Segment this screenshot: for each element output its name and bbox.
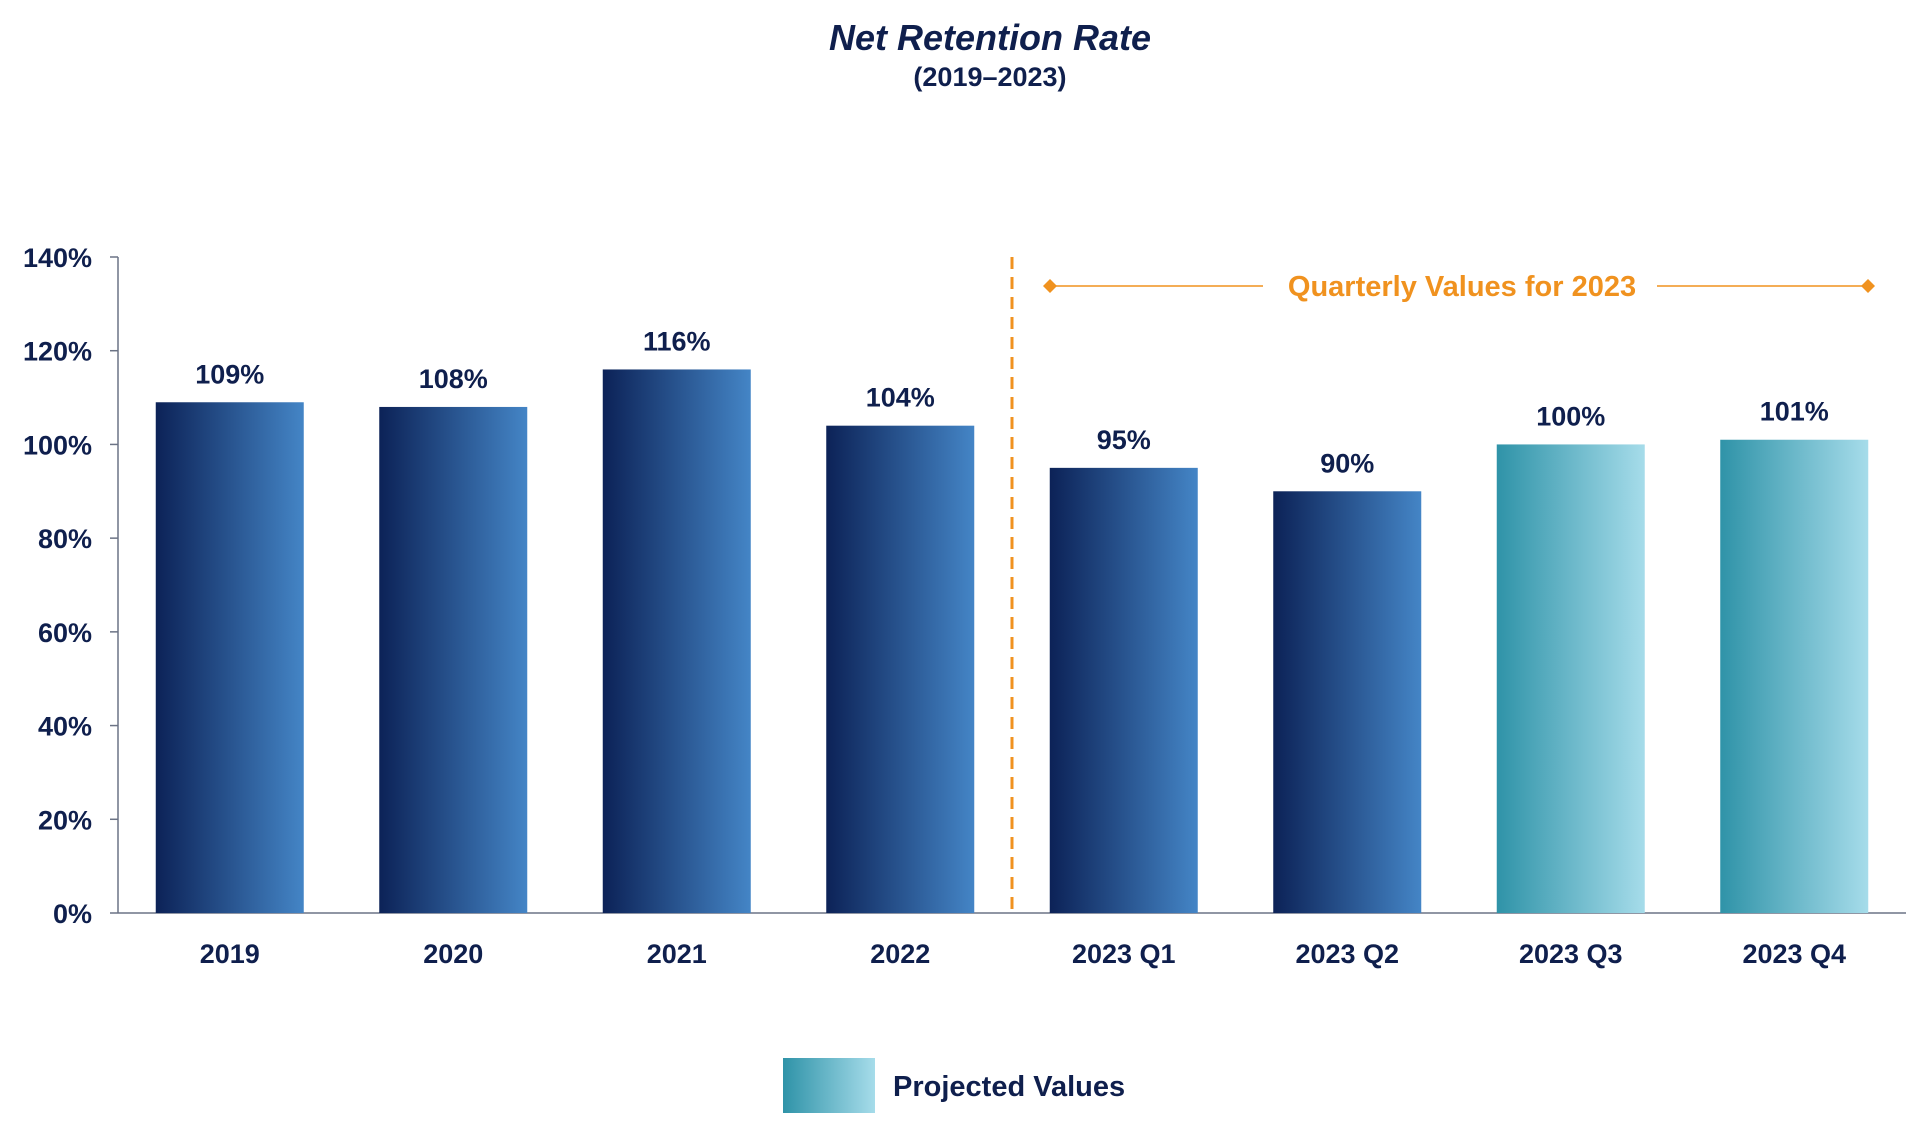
projected-bar [1496, 444, 1645, 913]
data-label: 116% [643, 326, 711, 356]
y-tick-label: 140% [23, 243, 92, 273]
data-label: 104% [866, 383, 935, 413]
projected-bar [1720, 439, 1869, 913]
data-label: 90% [1320, 448, 1374, 478]
y-tick-label: 120% [23, 337, 92, 367]
x-tick-label: 2022 [870, 939, 930, 969]
y-tick-label: 80% [38, 524, 92, 554]
bar [1273, 491, 1422, 913]
x-tick-label: 2023 Q3 [1519, 939, 1623, 969]
y-tick-label: 100% [23, 430, 92, 460]
x-tick-label: 2023 Q2 [1295, 939, 1399, 969]
legend-label: Projected Values [893, 1071, 1125, 1103]
bar [602, 369, 751, 913]
annotation-diamond-right-icon [1861, 279, 1875, 293]
y-tick-label: 0% [53, 899, 92, 929]
y-tick-label: 40% [38, 712, 92, 742]
x-tick-label: 2019 [200, 939, 260, 969]
bar [1049, 467, 1198, 913]
data-label: 101% [1760, 397, 1829, 427]
annotation-diamond-left-icon [1043, 279, 1057, 293]
data-label: 109% [195, 359, 264, 389]
y-tick-label: 20% [38, 805, 92, 835]
chart-subtitle: (2019–2023) [913, 62, 1066, 92]
bar [826, 425, 975, 913]
bars-group [155, 369, 1869, 913]
x-tick-labels-group: 2019 2020 2021 2022 2023 Q1 2023 Q2 2023 Q3 202… [200, 939, 1846, 969]
x-tick-label: 2020 [423, 939, 483, 969]
x-tick-label: 2021 [647, 939, 707, 969]
x-tick-label: 2023 Q1 [1072, 939, 1176, 969]
data-label: 108% [419, 364, 488, 394]
chart-title: Net Retention Rate [829, 17, 1151, 58]
value-labels-group: 109% 108% 116% 104% 95% 90% 100% 101% [195, 326, 1829, 478]
annotation-text: Quarterly Values for 2023 [1288, 271, 1636, 303]
bar [379, 406, 528, 913]
data-label: 100% [1536, 401, 1605, 431]
y-tick-label: 60% [38, 618, 92, 648]
x-tick-label: 2023 Q4 [1742, 939, 1846, 969]
bar [155, 402, 304, 913]
data-label: 95% [1097, 425, 1151, 455]
legend-swatch [783, 1058, 875, 1113]
legend: Projected Values [783, 1058, 1125, 1113]
quarterly-annotation: Quarterly Values for 2023 [1043, 271, 1875, 303]
y-axis: 0% 20% 40% 60% 80% 100% 120% 140% [23, 243, 1906, 929]
